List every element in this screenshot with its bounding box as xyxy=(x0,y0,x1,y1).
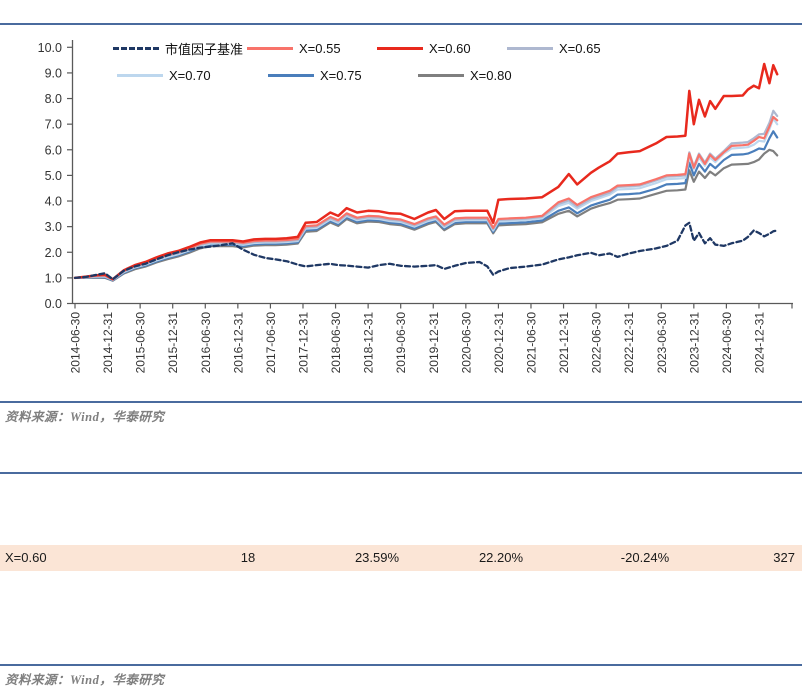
x-tick-label: 2021-12-31 xyxy=(557,312,571,374)
source-note-bottom: 资料来源：Wind，华泰研究 xyxy=(5,673,165,687)
legend-label: X=0.65 xyxy=(559,40,601,56)
legend-label: X=0.75 xyxy=(320,67,362,83)
x-tick-label: 2022-06-30 xyxy=(590,312,604,374)
x-tick-label: 2023-12-31 xyxy=(687,312,701,374)
performance-chart-figure: 0.0 1.0 2.0 3.0 4.0 5.0 6.0 7.0 8.0 9.0 10.0 2014-… xyxy=(0,25,802,400)
table-cell-value-2: 23.59% xyxy=(354,550,400,565)
y-tick-label: 3.0 xyxy=(45,220,62,234)
line-swatch xyxy=(418,73,464,77)
x-tick-label: 2015-12-31 xyxy=(166,312,180,374)
x-tick-label: 2019-12-31 xyxy=(427,312,441,374)
x-tick-label: 2023-06-30 xyxy=(655,312,669,374)
legend-label: X=0.80 xyxy=(470,67,512,83)
x-tick-label: 2020-12-31 xyxy=(492,312,506,374)
x-tick-label: 2022-12-31 xyxy=(622,312,636,374)
legend-item-x070: X=0.70 xyxy=(117,67,211,83)
source-note-top: 资料来源：Wind，华泰研究 xyxy=(5,410,165,424)
divider-line-3 xyxy=(0,664,802,666)
x-tick-label: 2024-12-31 xyxy=(752,312,766,374)
line-swatch xyxy=(117,73,163,77)
x-tick-label: 2019-06-30 xyxy=(394,312,408,374)
table-cell-value-5: 327 xyxy=(773,550,795,565)
legend-item-benchmark: 市值因子基准 xyxy=(113,40,244,57)
x-tick-label: 2021-06-30 xyxy=(524,312,538,374)
series-line-X=0.60 xyxy=(73,62,779,281)
table-cell-value-1: 18 xyxy=(240,550,256,565)
x-tick-label: 2014-06-30 xyxy=(69,312,83,374)
line-swatch xyxy=(507,46,553,50)
y-tick-label: 1.0 xyxy=(45,271,62,285)
x-tick-label: 2017-06-30 xyxy=(264,312,278,374)
legend-item-x060: X=0.60 xyxy=(377,40,471,56)
y-axis-ticks: 0.0 1.0 2.0 3.0 4.0 5.0 6.0 7.0 8.0 9.0 10.0 xyxy=(38,41,73,311)
legend-item-x065: X=0.65 xyxy=(507,40,601,56)
chart-series-lines xyxy=(73,62,779,282)
table-cell-value-3: 22.20% xyxy=(478,550,524,565)
series-line-市值因子基准 xyxy=(73,221,779,281)
legend-label: 市值因子基准 xyxy=(165,41,244,57)
x-tick-label: 2020-06-30 xyxy=(459,312,473,374)
series-line-X=0.75 xyxy=(73,130,779,282)
x-axis-ticks: 2014-06-30 2014-12-31 2015-06-30 2015-12-31… xyxy=(69,303,793,374)
series-line-X=0.55 xyxy=(73,115,779,281)
y-tick-label: 4.0 xyxy=(45,195,62,209)
legend-label: X=0.70 xyxy=(169,67,211,83)
y-tick-label: 9.0 xyxy=(45,66,62,80)
x-tick-label: 2014-12-31 xyxy=(101,312,115,374)
legend-item-x055: X=0.55 xyxy=(247,40,341,56)
y-tick-label: 8.0 xyxy=(45,92,62,106)
legend-label: X=0.60 xyxy=(429,40,471,56)
line-swatch xyxy=(377,46,423,50)
legend-label: X=0.55 xyxy=(299,40,341,56)
y-tick-label: 7.0 xyxy=(45,118,62,132)
x-tick-label: 2016-12-31 xyxy=(231,312,245,374)
y-tick-label: 10.0 xyxy=(38,41,62,55)
y-tick-label: 5.0 xyxy=(45,169,62,183)
legend-item-x080: X=0.80 xyxy=(418,67,512,83)
x-tick-label: 2018-06-30 xyxy=(329,312,343,374)
divider-line-2 xyxy=(0,472,802,474)
x-tick-label: 2024-06-30 xyxy=(720,312,734,374)
x-tick-label: 2017-12-31 xyxy=(296,312,310,374)
y-tick-label: 6.0 xyxy=(45,143,62,157)
chart-legend: 市值因子基准 X=0.55 X=0.60 X=0.65 X=0.70 X=0.75 X=0.… xyxy=(0,25,802,85)
top-divider-line xyxy=(0,23,802,25)
table-highlight-row: X=0.60 18 23.59% 22.20% -20.24% 327 xyxy=(0,545,802,571)
x-tick-label: 2016-06-30 xyxy=(199,312,213,374)
legend-item-x075: X=0.75 xyxy=(268,67,362,83)
line-swatch xyxy=(247,46,293,50)
table-cell-value-4: -20.24% xyxy=(620,550,670,565)
x-tick-label: 2018-12-31 xyxy=(362,312,376,374)
y-tick-label: 0.0 xyxy=(45,297,62,311)
series-line-X=0.80 xyxy=(73,148,779,282)
dashed-line-swatch xyxy=(113,46,159,50)
x-tick-label: 2015-06-30 xyxy=(134,312,148,374)
y-tick-label: 2.0 xyxy=(45,246,62,260)
table-cell-strategy: X=0.60 xyxy=(5,550,47,565)
performance-line-chart: 0.0 1.0 2.0 3.0 4.0 5.0 6.0 7.0 8.0 9.0 10.0 2014-… xyxy=(38,40,793,374)
line-swatch xyxy=(268,73,314,77)
divider-line-1 xyxy=(0,401,802,403)
